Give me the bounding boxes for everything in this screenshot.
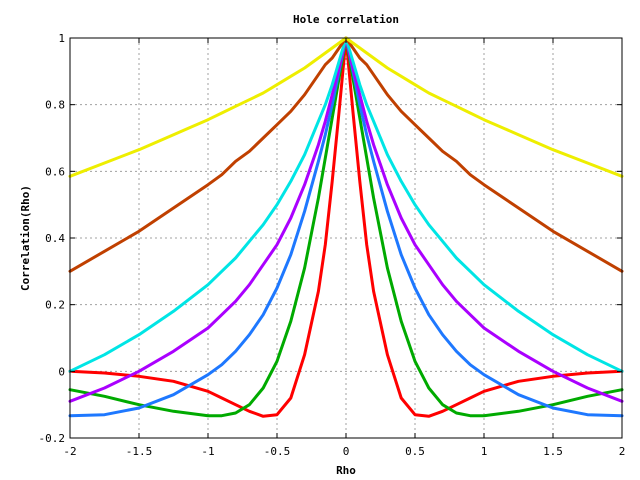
y-axis-title: Correlation(Rho) [19,185,32,291]
x-tick-label: 2 [619,445,626,458]
x-tick-label: -1 [201,445,214,458]
x-tick-label: -0.5 [264,445,291,458]
x-tick-label: 1 [481,445,488,458]
y-tick-label: 0.6 [45,165,65,178]
y-tick-label: 0.2 [45,299,65,312]
x-tick-label: 0 [343,445,350,458]
y-tick-label: 0.4 [45,232,65,245]
grid [70,38,622,438]
x-axis-title: Rho [336,464,356,477]
y-tick-label: 0.8 [45,99,65,112]
x-tick-label: -2 [63,445,76,458]
y-tick-label: 0 [58,365,65,378]
y-tick-label: 1 [58,32,65,45]
chart-title: Hole correlation [293,13,399,26]
x-tick-label: -1.5 [126,445,153,458]
y-tick-label: -0.2 [39,432,66,445]
x-tick-label: 1.5 [543,445,563,458]
axis-ticks: -2 -1.5 -1 -0.5 0 0.5 1 1.5 2 -0.2 0 0.2 0.4 0.6 0.8 1 [39,32,626,458]
x-tick-label: 0.5 [405,445,425,458]
